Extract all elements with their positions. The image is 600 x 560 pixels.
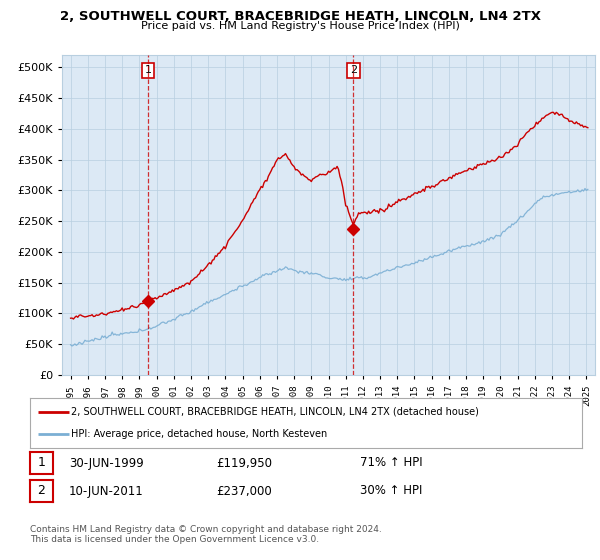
Text: 2, SOUTHWELL COURT, BRACEBRIDGE HEATH, LINCOLN, LN4 2TX: 2, SOUTHWELL COURT, BRACEBRIDGE HEATH, L… — [59, 10, 541, 23]
Text: 10-JUN-2011: 10-JUN-2011 — [69, 484, 144, 497]
Text: 30% ↑ HPI: 30% ↑ HPI — [360, 484, 422, 497]
Text: Price paid vs. HM Land Registry's House Price Index (HPI): Price paid vs. HM Land Registry's House … — [140, 21, 460, 31]
Text: 30-JUN-1999: 30-JUN-1999 — [69, 456, 144, 469]
Text: HPI: Average price, detached house, North Kesteven: HPI: Average price, detached house, Nort… — [71, 429, 328, 439]
Text: 2: 2 — [37, 484, 46, 497]
Text: 1: 1 — [145, 66, 151, 76]
Text: 1: 1 — [37, 456, 46, 469]
Text: 2, SOUTHWELL COURT, BRACEBRIDGE HEATH, LINCOLN, LN4 2TX (detached house): 2, SOUTHWELL COURT, BRACEBRIDGE HEATH, L… — [71, 407, 479, 417]
Text: £237,000: £237,000 — [216, 484, 272, 497]
Text: Contains HM Land Registry data © Crown copyright and database right 2024.
This d: Contains HM Land Registry data © Crown c… — [30, 525, 382, 544]
Text: 2: 2 — [350, 66, 357, 76]
Text: £119,950: £119,950 — [216, 456, 272, 469]
Text: 71% ↑ HPI: 71% ↑ HPI — [360, 456, 422, 469]
